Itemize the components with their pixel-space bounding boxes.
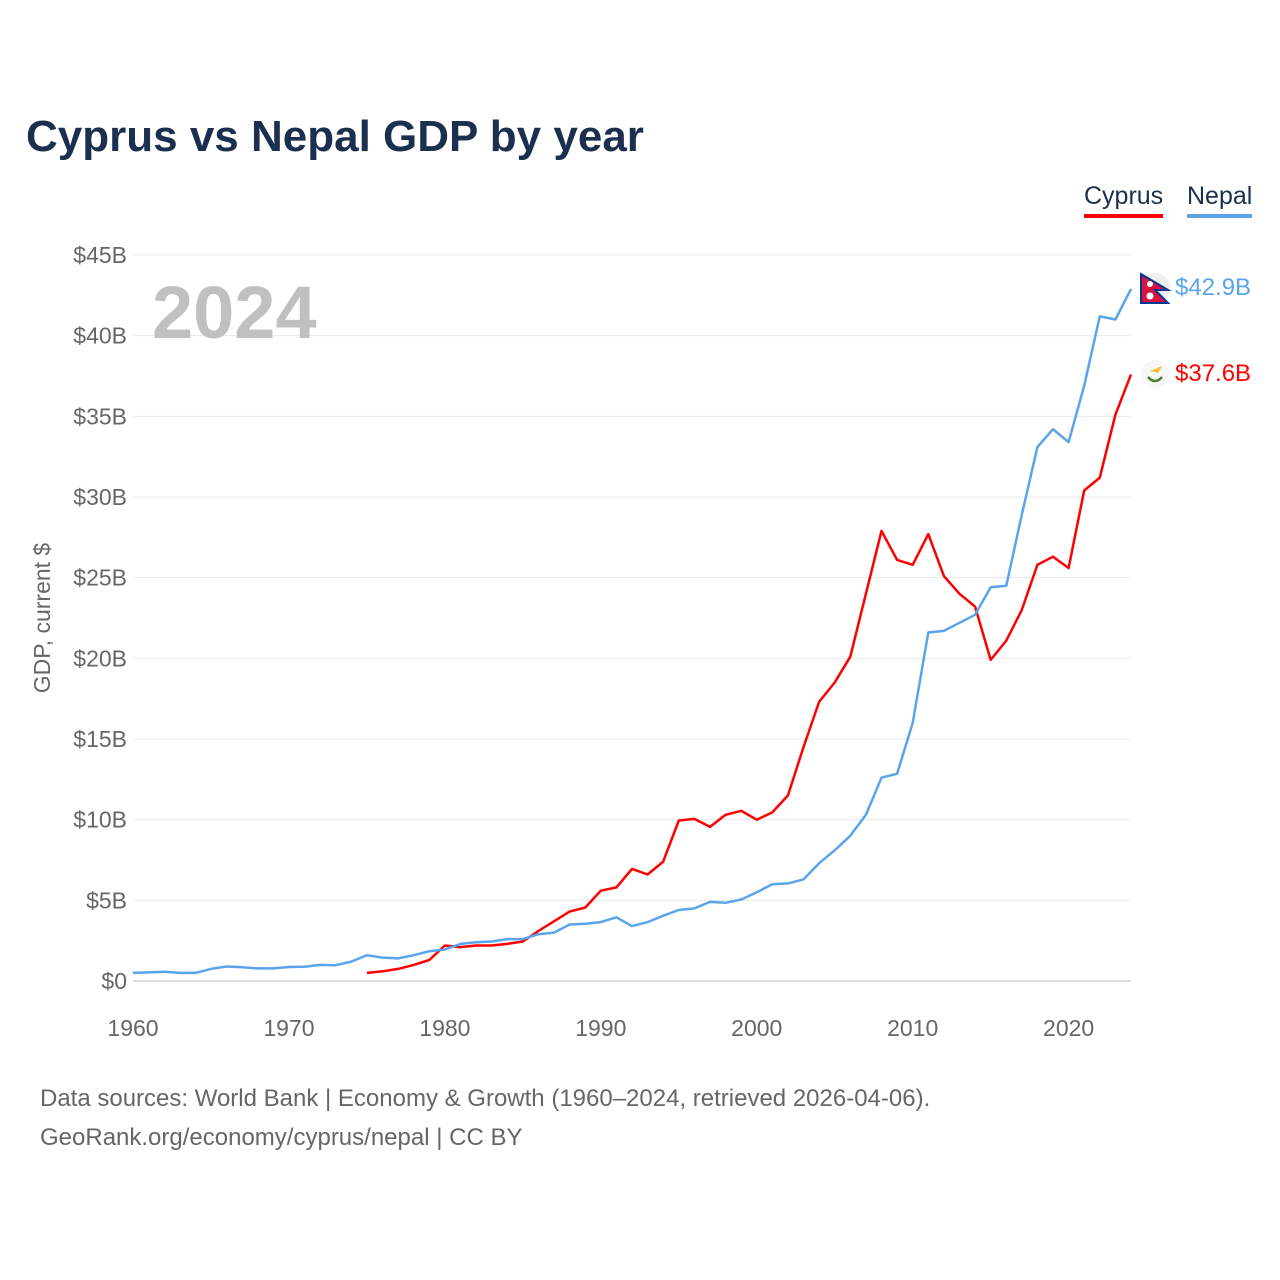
y-tick-label: $0 [101,968,127,994]
x-tick-label: 1960 [107,1015,158,1041]
y-axis-label: GDP, current $ [29,543,55,694]
chart-title: Cyprus vs Nepal GDP by year [26,112,644,161]
nepal-end-label: $42.9B [1175,274,1251,301]
y-tick-label: $40B [73,323,127,349]
y-tick-label: $20B [73,645,127,671]
x-tick-label: 2000 [731,1015,782,1041]
series-line-nepal[interactable] [132,288,1133,975]
cyprus-flag-icon [1141,360,1169,388]
y-tick-label: $10B [73,807,127,833]
y-tick-label: $5B [86,887,127,913]
cyprus-end-label: $37.6B [1175,360,1251,387]
source-link[interactable]: GeoRank.org/economy/cyprus/nepal | CC BY [40,1124,523,1151]
y-tick-label: $15B [73,726,127,752]
y-tick-label: $45B [73,242,127,268]
y-tick-label: $30B [73,484,127,510]
nepal-flag-icon [1140,272,1172,304]
x-tick-label: 1970 [263,1015,314,1041]
legend-cyprus[interactable]: Cyprus [1084,182,1164,218]
x-tick-label: 2020 [1043,1015,1094,1041]
legend-nepal[interactable]: Nepal [1187,182,1253,218]
y-tick-label: $35B [73,403,127,429]
source-note: Data sources: World Bank | Economy & Gro… [40,1085,931,1112]
year-watermark: 2024 [152,271,317,354]
y-tick-label: $25B [73,565,127,591]
x-tick-label: 1980 [419,1015,470,1041]
series-line-cyprus[interactable] [366,373,1133,975]
x-tick-label: 2010 [887,1015,938,1041]
x-tick-label: 1990 [575,1015,626,1041]
